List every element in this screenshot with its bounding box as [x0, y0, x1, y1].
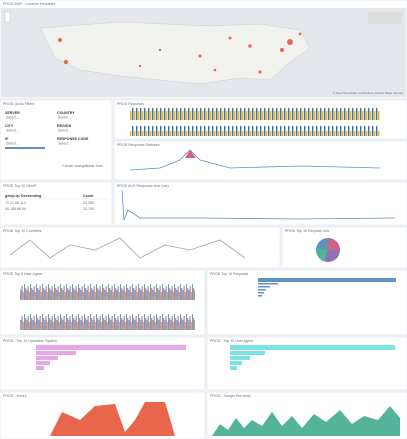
table-cell: 50.185.68.94: [5, 207, 26, 211]
field-label: REGION: [57, 124, 72, 128]
panel-title: PROD Top 10 Requests: [210, 272, 248, 276]
area: [185, 150, 196, 158]
field-input[interactable]: Select...: [6, 128, 19, 132]
panel-title: PROD Top 8 User Agent: [3, 272, 42, 276]
land: [39, 21, 311, 85]
bar-chart: [130, 108, 380, 136]
panel: [0, 336, 206, 391]
panel-title: PROD Response Statuses: [117, 143, 160, 147]
field-label: COUNTRY: [57, 111, 75, 115]
area-chart: [212, 406, 400, 436]
panel: [281, 226, 407, 269]
field-input[interactable]: Select...: [58, 128, 71, 132]
panel-title: PROD Top 10 GeoIP: [3, 184, 37, 188]
field-label: IP: [5, 137, 9, 141]
column-header[interactable]: geoip.ip: Descending: [5, 194, 41, 198]
bar-chart: [20, 282, 195, 330]
panel-title: PROD Requests: [117, 102, 144, 106]
column-header[interactable]: Count: [83, 194, 94, 198]
line-chart: [121, 189, 396, 221]
field-input[interactable]: Select...: [6, 141, 19, 145]
panel-content: PROD WAF - Location Requests PROD Quick F…: [3, 2, 329, 398]
panel-title: PROD - Top 10 Operation System: [3, 339, 57, 343]
area-chart: [10, 402, 200, 436]
panel-title: PROD Quick Filters: [3, 102, 35, 106]
field-label: SERVER: [5, 111, 20, 115]
table-cell: 23,060: [83, 201, 94, 205]
field-input[interactable]: Select...: [58, 141, 71, 145]
line-chart: [129, 149, 381, 171]
slider[interactable]: [5, 147, 45, 149]
field-input[interactable]: Select...: [6, 115, 19, 119]
panel-title: PROD - Errors: [3, 394, 27, 398]
panel-title: PROD Top 10 Request Uris: [285, 229, 329, 233]
panel: [113, 140, 407, 181]
panel: [0, 226, 281, 269]
field-input[interactable]: Select...: [58, 115, 71, 119]
bar-chart: [230, 345, 395, 370]
line-chart: [9, 237, 246, 259]
field-label: RESPONSE CODE: [57, 137, 89, 141]
button[interactable]: Cancel changes: [62, 164, 88, 168]
panel-title: PROD WAF - Location Requests: [3, 2, 55, 6]
panel: [0, 181, 113, 226]
table-cell: 72.21.66.114: [5, 201, 26, 205]
map-points: [58, 32, 302, 74]
button[interactable]: Clear form: [86, 164, 103, 168]
field-label: CITY: [5, 124, 14, 128]
panel-title: PROD AVG Response time (ms): [117, 184, 169, 188]
zoom-control[interactable]: [4, 11, 11, 23]
map: © OpenStreetMap contributors, Elastic Ma…: [1, 8, 406, 97]
panel-title: PROD - Top 10 User Agent: [210, 339, 253, 343]
bar-chart: [36, 345, 186, 370]
panel-title: PROD Top 10 Countries: [3, 229, 42, 233]
panel: [0, 99, 113, 181]
bar-chart: [258, 278, 396, 297]
logo: [368, 12, 402, 24]
panel-title: PROD - Google Bot visits: [210, 394, 251, 398]
map-attribution: © OpenStreetMap contributors, Elastic Ma…: [333, 91, 404, 95]
pie-chart: [315, 238, 340, 262]
table-cell: 13,700: [83, 207, 94, 211]
